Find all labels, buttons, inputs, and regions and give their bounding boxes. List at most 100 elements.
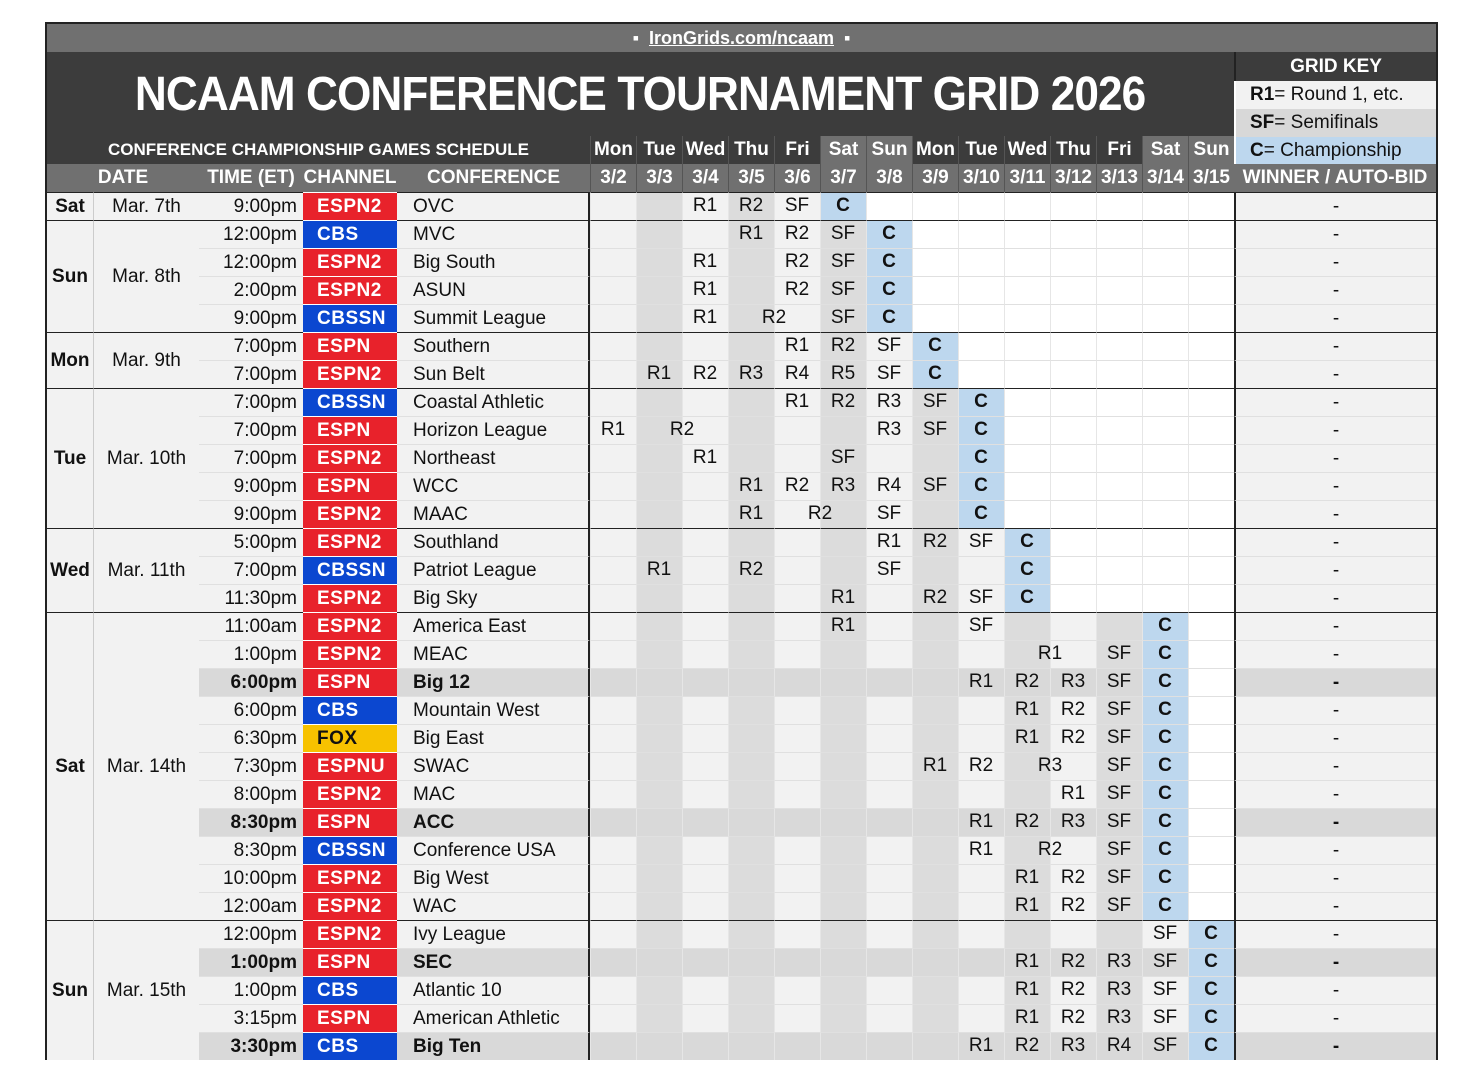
day-cell [590, 388, 636, 416]
site-url-link[interactable]: ▪ IronGrids.com/ncaam ▪ [632, 27, 851, 48]
day-cell [1004, 332, 1050, 360]
day-cell [1142, 724, 1188, 752]
round-label-r1: R1 [692, 251, 718, 272]
round-label-c: C [1158, 783, 1172, 804]
day-cell [1188, 220, 1234, 248]
game-conference: America East [397, 612, 590, 640]
day-cell [682, 948, 728, 976]
date-group-dow: Sun [47, 220, 94, 332]
round-label-sf: SF [830, 447, 856, 468]
day-header-date: 3/6 [774, 164, 820, 192]
day-cell [1142, 668, 1188, 696]
day-cell [682, 1004, 728, 1032]
day-cell [636, 192, 682, 220]
day-cell [912, 836, 958, 864]
round-label-c: C [1158, 839, 1172, 860]
round-label-r2: R2 [692, 363, 718, 384]
day-cell [958, 976, 1004, 1004]
day-cell [590, 696, 636, 724]
day-cell [682, 668, 728, 696]
round-label-sf: SF [968, 587, 994, 608]
day-cell [1142, 612, 1188, 640]
day-cell [728, 472, 774, 500]
day-cell [1096, 472, 1142, 500]
day-cell [590, 248, 636, 276]
day-cell [636, 780, 682, 808]
day-cell [774, 892, 820, 920]
day-cell [728, 388, 774, 416]
game-time: 9:00pm [199, 472, 303, 500]
day-cell [912, 472, 958, 500]
day-cell [912, 640, 958, 668]
round-label-c: C [1204, 979, 1218, 1000]
winner-cell: - [1234, 836, 1436, 864]
day-cell [820, 556, 866, 584]
day-cell [636, 500, 682, 528]
day-cell [1004, 304, 1050, 332]
day-header-dow: Wed [682, 136, 728, 164]
day-cell [1004, 668, 1050, 696]
game-time: 1:00pm [199, 640, 303, 668]
round-label-sf: SF [1106, 811, 1132, 832]
day-cell [1142, 444, 1188, 472]
day-cell [1096, 612, 1142, 640]
game-time: 6:30pm [199, 724, 303, 752]
day-cell [1050, 528, 1096, 556]
day-cell [958, 500, 1004, 528]
game-time: 6:00pm [199, 668, 303, 696]
game-conference: Southern [397, 332, 590, 360]
round-label-r2: R2 [1014, 811, 1040, 832]
day-cell [774, 248, 820, 276]
day-cell [1096, 276, 1142, 304]
page-title: NCAAM CONFERENCE TOURNAMENT GRID 2026 [47, 52, 1234, 136]
day-cell [1096, 304, 1142, 332]
winner-cell: - [1234, 276, 1436, 304]
game-conference: ASUN [397, 276, 590, 304]
round-label-r2: R2 [1060, 867, 1086, 888]
day-cell [958, 248, 1004, 276]
game-conference: MAC [397, 780, 590, 808]
channel-badge: CBS [303, 696, 397, 724]
round-label-c: C [1204, 923, 1218, 944]
day-cell [774, 584, 820, 612]
day-header-dow: Sat [820, 136, 866, 164]
channel-badge: ESPN2 [303, 920, 397, 948]
day-cell [1188, 388, 1234, 416]
day-cell [682, 528, 728, 556]
day-cell [1050, 752, 1096, 780]
day-cell [1050, 472, 1096, 500]
day-header-dow: Tue [958, 136, 1004, 164]
day-cell [1004, 584, 1050, 612]
day-header-date: 3/4 [682, 164, 728, 192]
day-cell [1142, 1032, 1188, 1060]
game-time: 10:00pm [199, 864, 303, 892]
winner-cell: - [1234, 892, 1436, 920]
tournament-grid: ▪ IronGrids.com/ncaam ▪ NCAAM CONFERENCE… [45, 22, 1438, 1060]
day-cell [1050, 416, 1096, 444]
day-cell [590, 976, 636, 1004]
day-cell [728, 276, 774, 304]
channel-badge: ESPN2 [303, 864, 397, 892]
day-cell [774, 332, 820, 360]
day-cell [636, 528, 682, 556]
channel-badge: CBSSN [303, 388, 397, 416]
day-cell [1096, 556, 1142, 584]
day-cell [958, 332, 1004, 360]
channel-badge: CBSSN [303, 556, 397, 584]
day-cell [866, 304, 912, 332]
day-cell [590, 220, 636, 248]
winner-cell: - [1234, 1004, 1436, 1032]
day-cell [590, 332, 636, 360]
day-cell [1004, 192, 1050, 220]
round-label-r2: R2 [1060, 1007, 1086, 1028]
day-cell [774, 444, 820, 472]
day-cell [728, 444, 774, 472]
day-cell [912, 220, 958, 248]
day-cell [590, 360, 636, 388]
round-label-c: C [1158, 615, 1172, 636]
day-cell [1096, 948, 1142, 976]
winner-cell: - [1234, 500, 1436, 528]
round-label-r1: R1 [968, 839, 994, 860]
round-label-c: C [1158, 671, 1172, 692]
day-cell [912, 416, 958, 444]
